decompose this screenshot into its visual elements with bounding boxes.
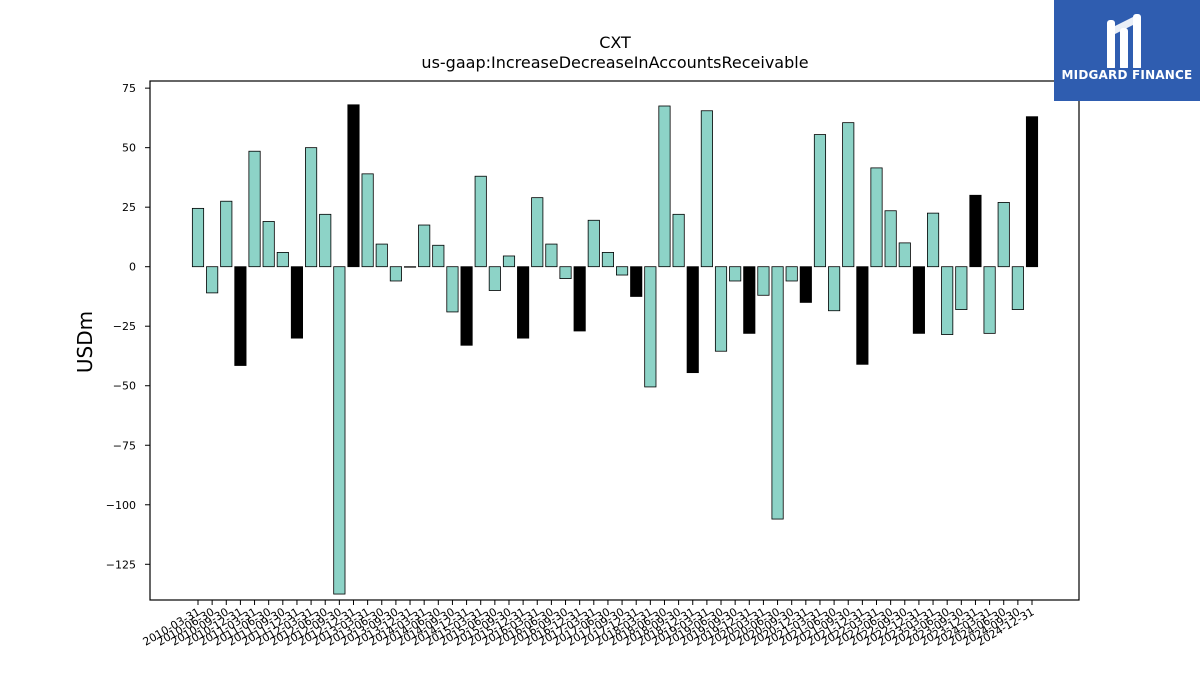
chart-title: CXT (599, 33, 631, 52)
y-tick-label: −25 (113, 320, 136, 333)
bar-2011-03-31 (248, 150, 261, 268)
plot-frame (149, 80, 1080, 601)
bar-2021-12-31 (856, 266, 869, 365)
midgard-logo-icon (1107, 14, 1141, 68)
bar-2015-06-30 (488, 266, 501, 291)
bar-2023-12-31 (969, 194, 982, 268)
bar-2020-09-30 (785, 266, 798, 282)
bar-2017-03-31 (587, 219, 600, 268)
y-tick-label: −100 (106, 499, 136, 512)
bar-2010-06-30 (206, 266, 219, 294)
y-tick-label: −50 (113, 380, 136, 393)
bar-2021-09-30 (842, 122, 855, 268)
bar-2022-03-31 (870, 167, 883, 268)
bar-2017-06-30 (601, 252, 614, 268)
bar-2018-03-31 (644, 266, 657, 388)
y-tick-label: 25 (122, 201, 136, 214)
bar-2010-03-31 (191, 207, 205, 268)
bar-2010-09-30 (220, 200, 233, 268)
bar-2019-06-30 (714, 266, 728, 352)
bar-2019-12-31 (743, 266, 756, 334)
bar-2024-03-31 (983, 266, 996, 334)
y-tick-label: 0 (129, 261, 136, 274)
bar-2020-06-30 (771, 266, 784, 520)
y-tick-label: −75 (113, 439, 136, 452)
brand-name: MIDGARD FINANCE (1061, 68, 1193, 82)
bar-2012-09-30 (333, 266, 346, 595)
bar-2018-12-31 (686, 266, 699, 374)
chart-subtitle: us-gaap:IncreaseDecreaseInAccountsReceiv… (421, 53, 808, 72)
bar-2016-12-31 (573, 266, 586, 332)
bar-2013-09-30 (389, 266, 402, 282)
bar-2016-06-30 (545, 243, 558, 268)
bar-2024-06-30 (997, 202, 1010, 268)
bar-2019-03-31 (700, 110, 713, 268)
bar-2023-06-30 (941, 266, 954, 335)
bar-2020-12-31 (799, 266, 812, 303)
bar-2017-12-31 (630, 266, 643, 297)
bar-2014-06-30 (432, 244, 445, 268)
bar-2024-12-31 (1025, 116, 1039, 268)
bar-2011-06-30 (262, 221, 275, 268)
bar-2016-09-30 (559, 266, 572, 280)
bar-group (191, 104, 1039, 595)
bar-2012-03-31 (305, 147, 318, 268)
bar-2011-12-31 (290, 266, 304, 339)
bar-2020-03-31 (757, 266, 770, 296)
y-tick-label: −125 (106, 558, 136, 571)
bar-2018-06-30 (658, 105, 671, 268)
bar-2021-06-30 (828, 266, 841, 312)
brand-logo: MIDGARD FINANCE (1054, 0, 1200, 101)
bar-2022-12-31 (912, 266, 925, 334)
bar-2014-12-31 (460, 266, 473, 346)
bar-2022-09-30 (898, 242, 911, 268)
y-tick-label: 50 (122, 142, 136, 155)
bar-2010-12-31 (234, 266, 247, 366)
bar-2024-09-30 (1011, 266, 1024, 310)
bar-2012-06-30 (319, 213, 332, 268)
bar-2022-06-30 (884, 210, 897, 268)
y-axis: 75 50 25 0 −25 −50 −75 −100 −125 (106, 82, 150, 571)
bar-2016-03-31 (531, 197, 544, 268)
bar-2015-09-30 (502, 255, 516, 268)
bar-2023-03-31 (927, 212, 940, 268)
bar-2013-06-30 (375, 243, 388, 268)
bar-2011-09-30 (276, 252, 289, 268)
bar-2023-09-30 (955, 266, 968, 310)
bar-2021-03-31 (813, 134, 827, 268)
bar-2013-03-31 (361, 173, 374, 268)
bar-2017-09-30 (616, 266, 629, 276)
bar-2018-09-30 (672, 213, 685, 268)
bar-2015-12-31 (517, 266, 530, 339)
bar-2013-12-31 (403, 266, 417, 268)
bar-2019-09-30 (729, 266, 742, 282)
x-axis: 2010-03-312010-06-302010-09-302010-12-31… (141, 600, 1037, 649)
bar-2012-12-31 (347, 104, 360, 268)
y-tick-label: 75 (122, 82, 136, 95)
bar-2015-03-31 (474, 175, 487, 268)
bar-2014-09-30 (446, 266, 459, 313)
y-axis-label: USDm (73, 311, 97, 373)
bar-2014-03-31 (418, 224, 431, 268)
